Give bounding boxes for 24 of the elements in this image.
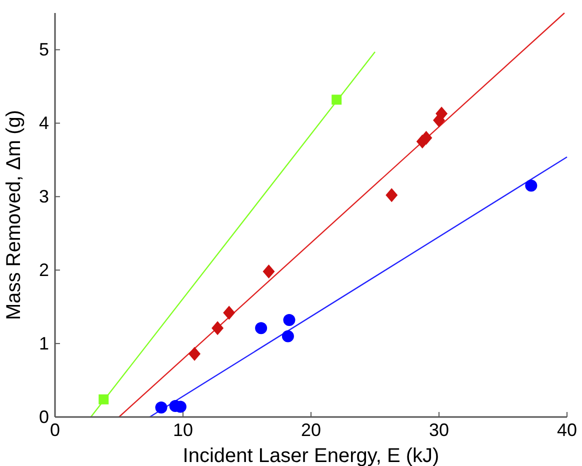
- x-tick-label: 30: [428, 420, 450, 440]
- point: [155, 401, 168, 414]
- point: [212, 321, 224, 336]
- point: [262, 264, 275, 279]
- x-axis-title: Incident Laser Energy, E (kJ): [182, 445, 440, 466]
- x-tick-label: 10: [172, 420, 194, 440]
- y-tick-label: 3: [38, 186, 49, 207]
- y-tick-label: 5: [38, 40, 49, 60]
- point: [283, 314, 296, 326]
- point: [98, 394, 109, 404]
- point: [223, 306, 236, 320]
- point: [386, 188, 398, 202]
- y-tick-label: 1: [38, 334, 49, 354]
- x-tick-label: 40: [556, 420, 578, 440]
- y-tick-label: 2: [38, 260, 49, 280]
- y-axis-title: Mass Removed, Δm (g): [3, 110, 25, 320]
- y-tick-label: 4: [38, 113, 49, 134]
- point: [188, 346, 201, 361]
- point: [525, 180, 538, 192]
- x-tick-label: 20: [300, 420, 322, 440]
- point: [282, 330, 294, 342]
- y-tick-label: 0: [38, 407, 49, 427]
- point: [255, 322, 268, 334]
- point: [332, 94, 342, 105]
